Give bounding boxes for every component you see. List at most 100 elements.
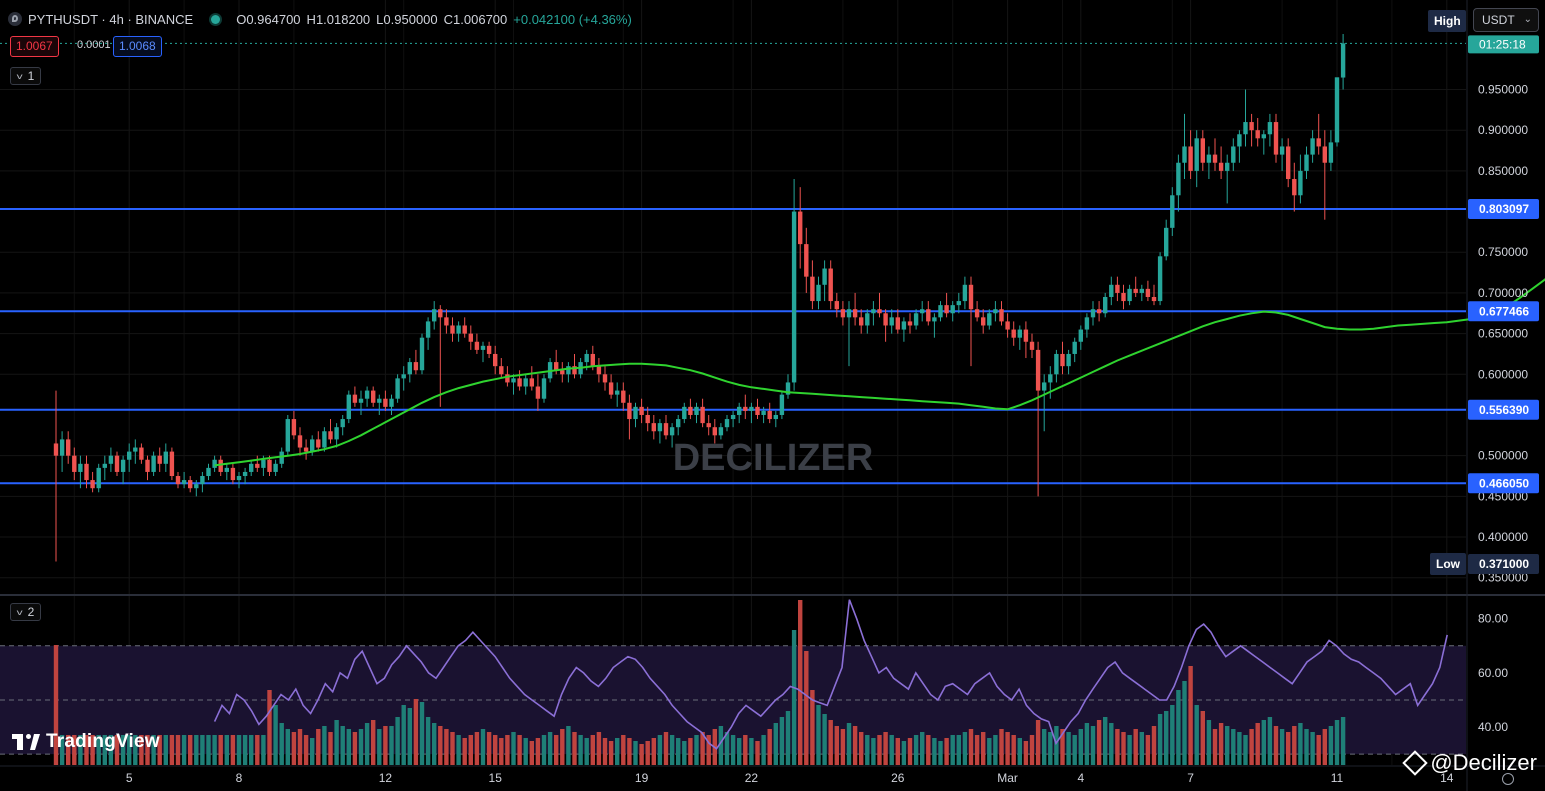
volume-bar <box>432 723 437 765</box>
volume-bar <box>743 735 748 765</box>
candle-body <box>1048 374 1053 383</box>
close-label: C <box>443 11 454 27</box>
market-status-icon[interactable] <box>211 14 221 24</box>
candle-body <box>438 309 443 318</box>
candle-body <box>383 398 388 407</box>
volume-bar <box>688 738 693 765</box>
tradingview-logo[interactable]: TradingView <box>12 731 160 753</box>
volume-bar <box>1115 729 1120 765</box>
volume-bar <box>877 735 882 765</box>
candle-body <box>1292 179 1297 196</box>
volume-bar <box>1078 729 1083 765</box>
currency-select[interactable]: USDT ⌄ <box>1473 8 1539 32</box>
volume-bar <box>602 738 608 765</box>
candle-body <box>114 455 120 472</box>
candle-body <box>633 406 638 420</box>
volume-bar <box>1255 723 1260 765</box>
candle-body <box>188 480 193 489</box>
candle-body <box>230 467 236 481</box>
volume-bar <box>798 600 803 765</box>
volume-bar <box>1164 711 1169 765</box>
volume-bar <box>669 735 675 765</box>
sell-price-button[interactable]: 1.0067 <box>10 36 59 57</box>
countdown-label-bg <box>1468 35 1539 54</box>
candle-body <box>913 313 919 326</box>
candle-body <box>816 284 821 302</box>
moving-average-path <box>214 278 1545 467</box>
volume-bar <box>1194 705 1199 765</box>
candle-body <box>218 459 223 472</box>
candle-body <box>267 459 272 472</box>
candle-body <box>682 406 687 420</box>
volume-bar <box>1304 729 1309 765</box>
volume-bar <box>1267 717 1273 765</box>
candle-body <box>53 443 59 456</box>
volume-bar <box>962 732 968 765</box>
price-tick-label: 0.700000 <box>1478 286 1528 300</box>
candle-body <box>371 390 376 403</box>
volume-bar <box>1103 717 1108 765</box>
candle-body <box>840 309 846 318</box>
volume-bar <box>151 735 156 765</box>
volume-bar <box>1048 732 1053 765</box>
rsi-tick-label: 60.00 <box>1478 666 1508 680</box>
candle-body <box>364 390 370 399</box>
volume-bar <box>566 726 571 765</box>
candle-body <box>974 309 980 318</box>
rsi-tick-label: 40.00 <box>1478 720 1508 734</box>
volume-bar <box>334 720 339 765</box>
volume-bar <box>657 735 663 765</box>
volume-bar <box>462 738 467 765</box>
time-tick-label: 15 <box>489 771 503 785</box>
time-axis[interactable]: 5 8 12 15 19 22 26 Mar 4 7 11 14 <box>126 771 1454 785</box>
volume-bar <box>724 732 730 765</box>
candle-body <box>761 410 766 415</box>
candle-body <box>1157 256 1163 302</box>
low-label: L <box>376 11 384 27</box>
candle-body <box>804 244 809 277</box>
candle-body <box>194 484 199 489</box>
candle-body <box>1090 309 1096 318</box>
symbol-legend[interactable]: PYTHUSDT · 4h · BINANCE O 0.964700 H 1.018… <box>8 9 632 29</box>
volume-bar <box>413 699 419 765</box>
buy-price-button[interactable]: 1.0068 <box>113 36 162 57</box>
price-tick-label: 0.400000 <box>1478 530 1528 544</box>
candle-body <box>1164 227 1169 257</box>
candle-body <box>108 455 114 464</box>
time-tick-label: 26 <box>891 771 905 785</box>
volume-bar <box>822 714 827 765</box>
candle-body <box>66 439 71 456</box>
volume-bar <box>956 735 961 765</box>
volume-bar <box>285 729 290 765</box>
symbol-title[interactable]: PYTHUSDT · 4h · BINANCE <box>28 11 194 27</box>
candle-body <box>865 313 870 326</box>
volume-bar <box>1121 732 1126 765</box>
volume-bar <box>401 705 406 765</box>
candle-body <box>206 467 211 477</box>
settings-gear-icon[interactable] <box>1502 773 1514 785</box>
time-tick-label: 19 <box>635 771 649 785</box>
candle-body <box>340 419 345 428</box>
volume-bar <box>377 729 382 765</box>
candle-body <box>175 476 181 485</box>
price-axis[interactable]: 0.950000 0.900000 0.850000 0.750000 0.700000… <box>1478 83 1528 585</box>
volume-bar <box>499 738 504 765</box>
volume-bar <box>273 705 278 765</box>
volume-bar <box>1188 666 1193 765</box>
volume-bar <box>53 645 59 765</box>
volume-bar <box>194 735 199 765</box>
candle-body <box>950 305 955 314</box>
rsi-axis[interactable]: 80.00 60.00 40.00 <box>1478 612 1508 734</box>
countdown-label: 01:25:18 <box>1479 37 1526 51</box>
candle-body <box>1109 284 1114 297</box>
volume-bar <box>474 732 480 765</box>
candle-body <box>157 455 162 464</box>
volume-bar <box>846 723 852 765</box>
volume-bar <box>608 741 614 765</box>
volume-bar <box>1139 732 1144 765</box>
volume-bar <box>108 735 114 765</box>
volume-bar <box>944 738 949 765</box>
